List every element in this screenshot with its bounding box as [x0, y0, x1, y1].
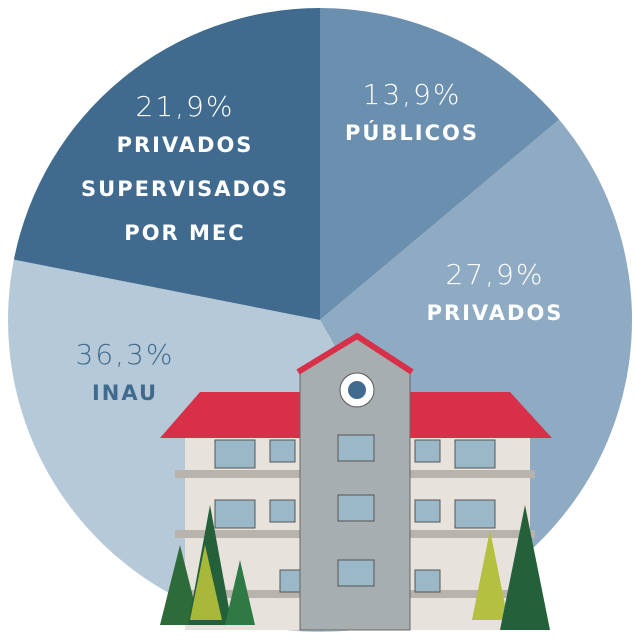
value-label: 36,3%	[75, 338, 175, 371]
category-label: PRIVADOS SUPERVISADOS POR MEC	[81, 133, 289, 245]
pie-slice	[320, 119, 632, 592]
slice-label: 13,9% PÚBLICOS	[312, 78, 512, 155]
value-label: 27,9%	[445, 258, 545, 291]
slice-label: 36,3% INAU	[25, 338, 225, 415]
slice-label: 27,9% PRIVADOS	[395, 258, 595, 335]
category-label: INAU	[91, 381, 159, 405]
slice-label: 21,9% PRIVADOS SUPERVISADOS POR MEC	[55, 90, 315, 255]
category-label: PÚBLICOS	[344, 121, 480, 145]
value-label: 13,9%	[362, 78, 462, 111]
category-label: PRIVADOS	[426, 301, 564, 325]
trees	[160, 505, 550, 630]
value-label: 21,9%	[135, 90, 235, 123]
pie-slice	[13, 8, 321, 320]
pie-slice	[320, 8, 560, 320]
